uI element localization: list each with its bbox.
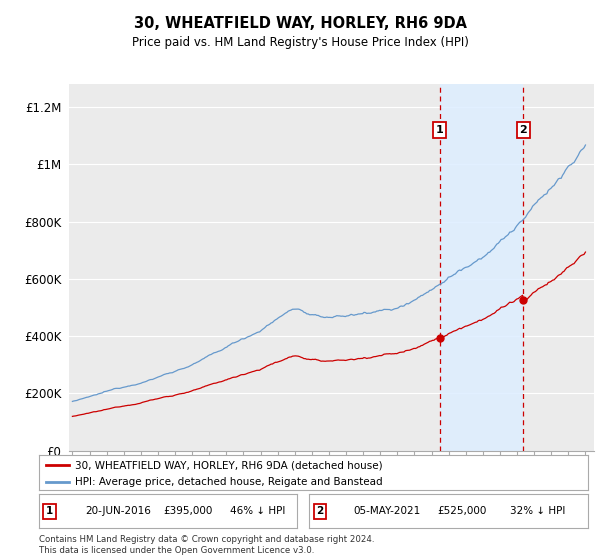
Text: 1: 1 [436, 125, 443, 135]
Text: 1: 1 [46, 506, 53, 516]
Text: 32% ↓ HPI: 32% ↓ HPI [510, 506, 565, 516]
Bar [440, 84, 523, 451]
Text: 30, WHEATFIELD WAY, HORLEY, RH6 9DA (detached house): 30, WHEATFIELD WAY, HORLEY, RH6 9DA (det… [74, 460, 382, 470]
Text: £395,000: £395,000 [163, 506, 212, 516]
Text: 2: 2 [317, 506, 324, 516]
Text: 46% ↓ HPI: 46% ↓ HPI [230, 506, 285, 516]
Text: HPI: Average price, detached house, Reigate and Banstead: HPI: Average price, detached house, Reig… [74, 477, 382, 487]
Text: £525,000: £525,000 [437, 506, 487, 516]
Text: 2: 2 [520, 125, 527, 135]
Text: Contains HM Land Registry data © Crown copyright and database right 2024.
This d: Contains HM Land Registry data © Crown c… [39, 535, 374, 555]
Text: 30, WHEATFIELD WAY, HORLEY, RH6 9DA: 30, WHEATFIELD WAY, HORLEY, RH6 9DA [133, 16, 467, 31]
Text: 20-JUN-2016: 20-JUN-2016 [85, 506, 151, 516]
Text: Price paid vs. HM Land Registry's House Price Index (HPI): Price paid vs. HM Land Registry's House … [131, 36, 469, 49]
Text: 05-MAY-2021: 05-MAY-2021 [353, 506, 421, 516]
